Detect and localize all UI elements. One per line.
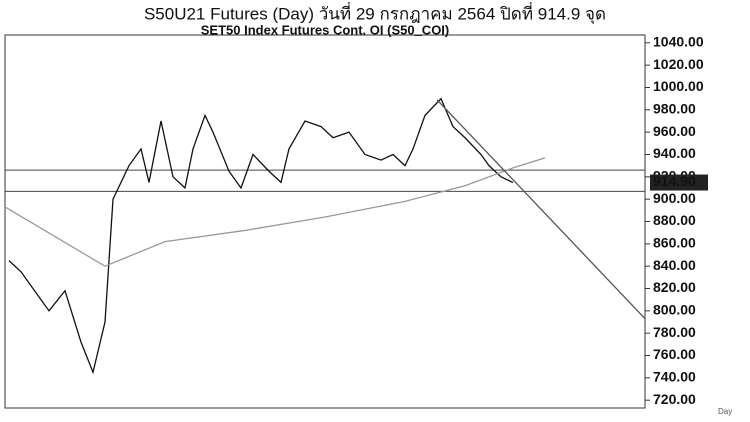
y-tick-label: 1040.00 [653, 34, 704, 50]
y-tick-label: 980.00 [653, 101, 696, 117]
y-tick-label: 800.00 [653, 302, 696, 318]
y-tick-label: 1000.00 [653, 78, 704, 94]
y-tick-label: 880.00 [653, 212, 696, 228]
y-tick-label: 940.00 [653, 145, 696, 161]
y-tick-label: 740.00 [653, 369, 696, 385]
y-tick-label: 820.00 [653, 279, 696, 295]
y-tick-label: 860.00 [653, 235, 696, 251]
x-axis-label: Day [718, 407, 732, 416]
price-line [436, 99, 646, 320]
y-tick-label: 720.00 [653, 391, 696, 407]
chart-subtitle: SET50 Index Futures Cont. OI (S50_COI) [201, 22, 450, 37]
plot-frame [4, 34, 646, 409]
y-tick-label: 960.00 [653, 123, 696, 139]
chart-title: S50U21 Futures (Day) วันที่ 29 กรกฎาคม 2… [144, 1, 606, 24]
price-line [4, 157, 546, 267]
price-line [8, 97, 514, 375]
y-tick-label: 840.00 [653, 257, 696, 273]
y-tick-label: 1020.00 [653, 56, 704, 72]
y-tick-label: 760.00 [653, 346, 696, 362]
y-tick-label: 780.00 [653, 324, 696, 340]
last-price-label: 914.90 [653, 173, 696, 189]
last-price-box [650, 174, 708, 191]
y-tick-label: 900.00 [653, 190, 696, 206]
